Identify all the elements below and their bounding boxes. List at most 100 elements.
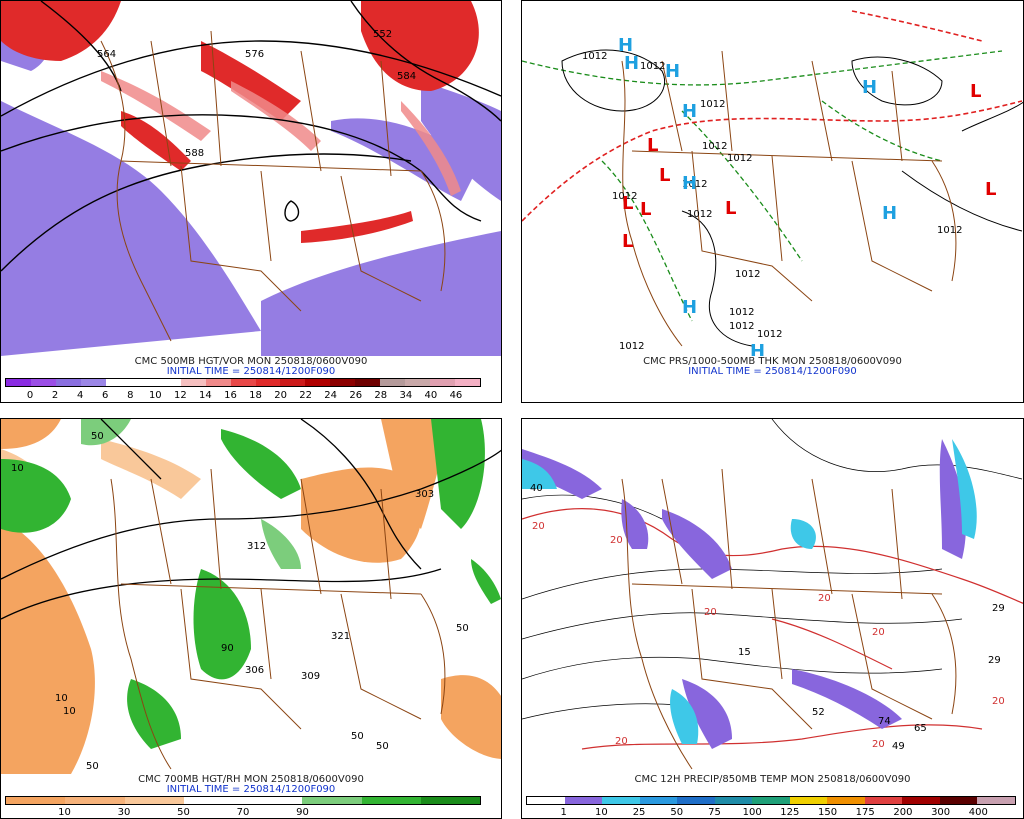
- colorbar-swatch: [305, 379, 331, 386]
- thickness-540: [522, 10, 1023, 222]
- isobars: [561, 49, 1023, 347]
- low-pressure-marker: L: [659, 165, 670, 186]
- low-pressure-marker: L: [622, 231, 633, 252]
- colorbar-tick-label: 12: [173, 390, 187, 401]
- panel-500mb-hgt-vor: 564 576 552 584 588 CMC 500MB HGT/VOR MO…: [0, 0, 502, 403]
- map-precip: 20 20 20 20 20 20 20 20 40 29 15 52 74 4…: [522, 419, 1023, 770]
- temp-label: 20: [818, 593, 831, 604]
- colorbar-tick-label: 28: [374, 390, 388, 401]
- temp-label: 20: [872, 739, 885, 750]
- colorbar-swatch: [380, 379, 406, 386]
- vorticity-mid-fill: [101, 71, 461, 196]
- colorbar-swatch: [302, 797, 362, 804]
- contour-label: 321: [331, 631, 350, 642]
- contour-label: 90: [221, 643, 234, 654]
- temp-label: 20: [615, 736, 628, 747]
- colorbar-swatch: [827, 797, 865, 804]
- contour-label: 576: [245, 49, 264, 60]
- colorbar-swatch: [420, 797, 480, 804]
- isobar-label: 1012: [612, 191, 637, 202]
- colorbar-swatch: [355, 379, 381, 386]
- colorbar-tick-label: 10: [148, 390, 162, 401]
- colorbar-swatch: [602, 797, 640, 804]
- temp-label: 20: [704, 607, 717, 618]
- colorbar-tick-label: 4: [76, 390, 84, 401]
- colorbar-tick-label: 400: [968, 807, 988, 818]
- contour-label: 50: [456, 623, 469, 634]
- boundaries: [621, 468, 957, 770]
- precip-label: 65: [914, 723, 927, 734]
- colorbar-swatch: [527, 797, 565, 804]
- isobar-label: 1012: [619, 341, 644, 352]
- temp-label: 20: [610, 535, 623, 546]
- precip-moderate-fill: [522, 439, 977, 744]
- isobar-label: 1012: [757, 329, 782, 340]
- temp-label: 20: [872, 627, 885, 638]
- colorbar-swatch: [180, 379, 206, 386]
- temp-label: 20: [532, 521, 545, 532]
- panel-pressure-thickness: 1012 1012 1012 1012 1012 1012 1012 1012 …: [521, 0, 1024, 403]
- colorbar-swatch: [361, 797, 421, 804]
- map-500mb: 564 576 552 584 588: [1, 1, 501, 356]
- high-pressure-marker: H: [624, 53, 639, 74]
- colorbar-tick-label: 10: [595, 807, 608, 818]
- isobar-label: 1012: [702, 141, 727, 152]
- contour-label: 10: [11, 463, 24, 474]
- isobar-label: 1012: [700, 99, 725, 110]
- high-pressure-marker: H: [682, 297, 697, 318]
- colorbar-swatch: [902, 797, 940, 804]
- rh-dry-fill: [1, 419, 501, 774]
- precip-label: 74: [878, 716, 891, 727]
- colorbar-ticks: 0 2 4 6 8 10 12 14 16 18 20 22 24 26 28 34 40 46: [5, 390, 481, 402]
- colorbar-swatch: [6, 379, 31, 386]
- contour-label: 588: [185, 148, 204, 159]
- colorbar-tick-label: 18: [249, 390, 262, 401]
- colorbar-swatch: [405, 379, 431, 386]
- contour-label: 303: [415, 489, 434, 500]
- precip-label: 29: [988, 655, 1001, 666]
- low-pressure-marker: L: [970, 81, 981, 102]
- precip-label: 40: [530, 483, 543, 494]
- height-contours: [1, 1, 501, 272]
- high-pressure-marker: H: [618, 35, 633, 56]
- colorbar-swatch: [714, 797, 753, 804]
- colorbar-tick-label: 14: [199, 390, 212, 401]
- isobar-label: 1012: [937, 225, 962, 236]
- colorbar-swatch: [564, 797, 603, 804]
- colorbar-tick-label: 6: [102, 390, 109, 401]
- colorbar-swatch: [280, 379, 306, 386]
- colorbar-tick-label: 150: [817, 807, 838, 818]
- colorbar-swatch: [65, 797, 125, 804]
- map-pressure: 1012 1012 1012 1012 1012 1012 1012 1012 …: [522, 10, 1023, 356]
- contour-label: 50: [91, 431, 104, 442]
- rh-wet-fill: [81, 419, 301, 569]
- colorbar-tick-label: 24: [324, 390, 338, 401]
- colorbar-swatch: [183, 797, 243, 804]
- panel-initial-time: INITIAL TIME = 250814/1200F090: [688, 366, 857, 377]
- colorbar-tick-label: 0: [26, 390, 34, 401]
- colorbar-ticks: 1 10 25 50 75 100 125 150 175 200 300 400: [526, 807, 1016, 818]
- panel-700mb-hgt-rh: 50 10 50 10 50 90 50 10 50 303 312 321 3…: [0, 418, 502, 819]
- colorbar-tick-label: 90: [296, 807, 309, 818]
- high-pressure-marker: H: [665, 61, 680, 82]
- contour-label: 10: [55, 693, 68, 704]
- colorbar-rh: [5, 796, 481, 805]
- contour-label: 584: [397, 71, 416, 82]
- contour-label: 50: [376, 741, 389, 752]
- panel-title: CMC PRS/1000-500MB THK MON 250818/0600V0…: [643, 356, 902, 367]
- isobar-label: 1012: [640, 61, 665, 72]
- panel-title: CMC 12H PRECIP/850MB TEMP MON 250818/060…: [634, 774, 911, 785]
- panel-precip-850mb-temp: 20 20 20 20 20 20 20 20 40 29 15 52 74 4…: [521, 418, 1024, 819]
- colorbar-precip: [526, 796, 1016, 805]
- colorbar-swatch: [977, 797, 1015, 804]
- colorbar-swatch: [677, 797, 715, 804]
- high-pressure-marker: H: [682, 173, 697, 194]
- colorbar-tick-label: 175: [855, 807, 875, 818]
- colorbar-swatch: [255, 379, 281, 386]
- contour-label: 312: [247, 541, 266, 552]
- colorbar-swatch: [30, 379, 56, 386]
- colorbar-tick-label: 46: [449, 390, 463, 401]
- rh-moist-fill: [1, 419, 501, 749]
- colorbar-tick-label: 22: [299, 390, 312, 401]
- low-pressure-marker: L: [640, 199, 651, 220]
